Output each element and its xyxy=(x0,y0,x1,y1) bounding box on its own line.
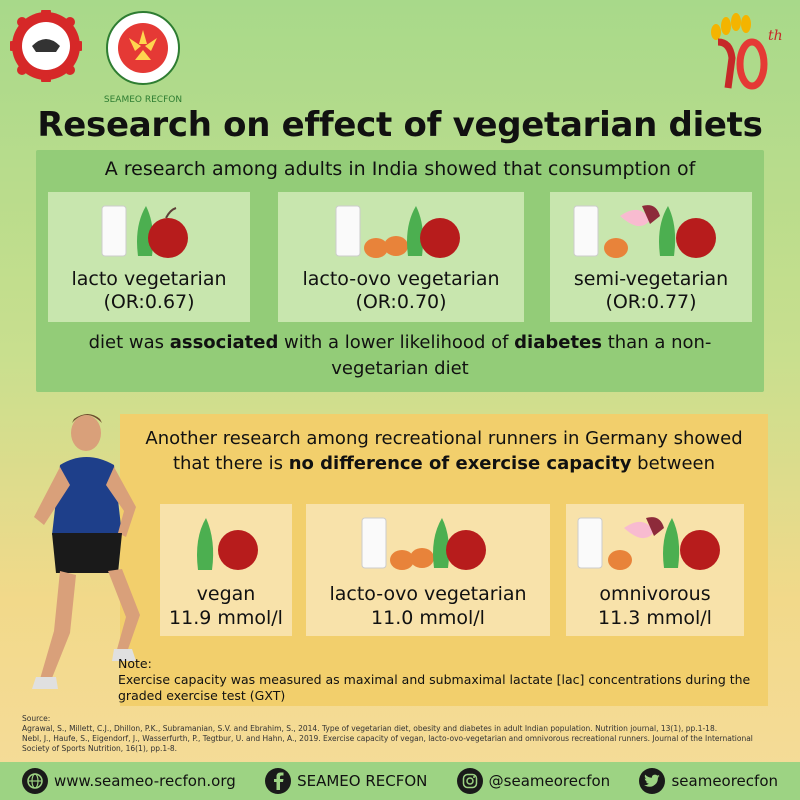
lactate-value: 11.9 mmol/l xyxy=(169,607,283,629)
citation-1: Agrawal, S., Millett, C.J., Dhillon, P.K… xyxy=(22,724,718,733)
diet-label: lacto-ovo vegetarian xyxy=(302,268,500,290)
note-heading: Note: xyxy=(118,656,152,671)
odds-ratio: (OR:0.77) xyxy=(605,291,697,313)
svg-text:SEAMEO RECFON: SEAMEO RECFON xyxy=(104,95,182,105)
website-link[interactable]: www.seameo-recfon.org xyxy=(22,768,236,794)
twitter-icon xyxy=(639,768,666,794)
diet-card-semi: semi-vegetarian (OR:0.77) xyxy=(550,192,752,322)
note-text: Exercise capacity was measured as maxima… xyxy=(118,672,751,703)
page-title: Research on effect of vegetarian diets xyxy=(37,105,763,145)
milk-egg-vegetable-apple-icon xyxy=(335,205,460,258)
diet-label: lacto vegetarian xyxy=(71,268,227,290)
vegetable-apple-icon xyxy=(197,518,258,570)
diet-label: vegan xyxy=(196,583,256,605)
diet-card-lacto-ovo: lacto-ovo vegetarian (OR:0.70) xyxy=(278,192,524,322)
recfon-logo: SEAMEO RECFON xyxy=(104,11,182,105)
lactate-value: 11.0 mmol/l xyxy=(371,607,485,629)
instagram-icon xyxy=(456,768,483,794)
source-citations: Source: Agrawal, S., Millett, C.J., Dhil… xyxy=(22,714,782,754)
facebook-text: SEAMEO RECFON xyxy=(297,772,428,790)
facebook-icon xyxy=(265,768,292,794)
diet-card-lacto: lacto vegetarian (OR:0.67) xyxy=(48,192,250,322)
odds-ratio: (OR:0.70) xyxy=(355,291,447,313)
milk-egg-meat-vegetable-apple-icon xyxy=(577,517,720,570)
diet-label: omnivorous xyxy=(599,583,711,605)
twitter-link[interactable]: seameorecfon xyxy=(639,768,778,794)
milk-vegetable-apple-icon xyxy=(101,205,188,258)
svg-text:th: th xyxy=(768,28,783,44)
india-conclusion: diet was associated with a lower likelih… xyxy=(88,332,712,379)
source-heading: Source: xyxy=(22,714,51,723)
milk-egg-meat-vegetable-apple-icon xyxy=(573,205,716,258)
odds-ratio: (OR:0.67) xyxy=(103,291,195,313)
anniversary-10th-logo: th xyxy=(711,13,783,90)
twitter-text: seameorecfon xyxy=(671,772,778,790)
instagram-text: @seameorecfon xyxy=(488,772,611,790)
note-box: Note: Exercise capacity was measured as … xyxy=(118,656,768,704)
lactate-value: 11.3 mmol/l xyxy=(598,607,712,629)
exercise-card-lacto-ovo: lacto-ovo vegetarian 11.0 mmol/l xyxy=(306,504,550,636)
runner-image xyxy=(32,414,140,689)
germany-intro: Another research among recreational runn… xyxy=(145,428,743,474)
milk-egg-vegetable-apple-icon xyxy=(361,517,486,570)
seameo-logo xyxy=(10,10,82,82)
globe-icon xyxy=(22,768,48,794)
india-intro: A research among adults in India showed … xyxy=(104,158,696,180)
instagram-link[interactable]: @seameorecfon xyxy=(456,768,611,794)
website-text: www.seameo-recfon.org xyxy=(54,772,236,790)
india-research-panel: A research among adults in India showed … xyxy=(36,150,764,392)
exercise-card-vegan: vegan 11.9 mmol/l xyxy=(160,504,292,636)
diet-label: lacto-ovo vegetarian xyxy=(329,583,527,605)
footer-bar: www.seameo-recfon.org SEAMEO RECFON @sea… xyxy=(0,762,800,800)
citation-2: Nebl, J., Haufe, S., Eigendorf, J., Wass… xyxy=(22,734,753,753)
facebook-link[interactable]: SEAMEO RECFON xyxy=(265,768,427,794)
exercise-card-omnivorous: omnivorous 11.3 mmol/l xyxy=(566,504,744,636)
diet-label: semi-vegetarian xyxy=(573,268,729,290)
germany-research-panel: Another research among recreational runn… xyxy=(120,414,768,706)
